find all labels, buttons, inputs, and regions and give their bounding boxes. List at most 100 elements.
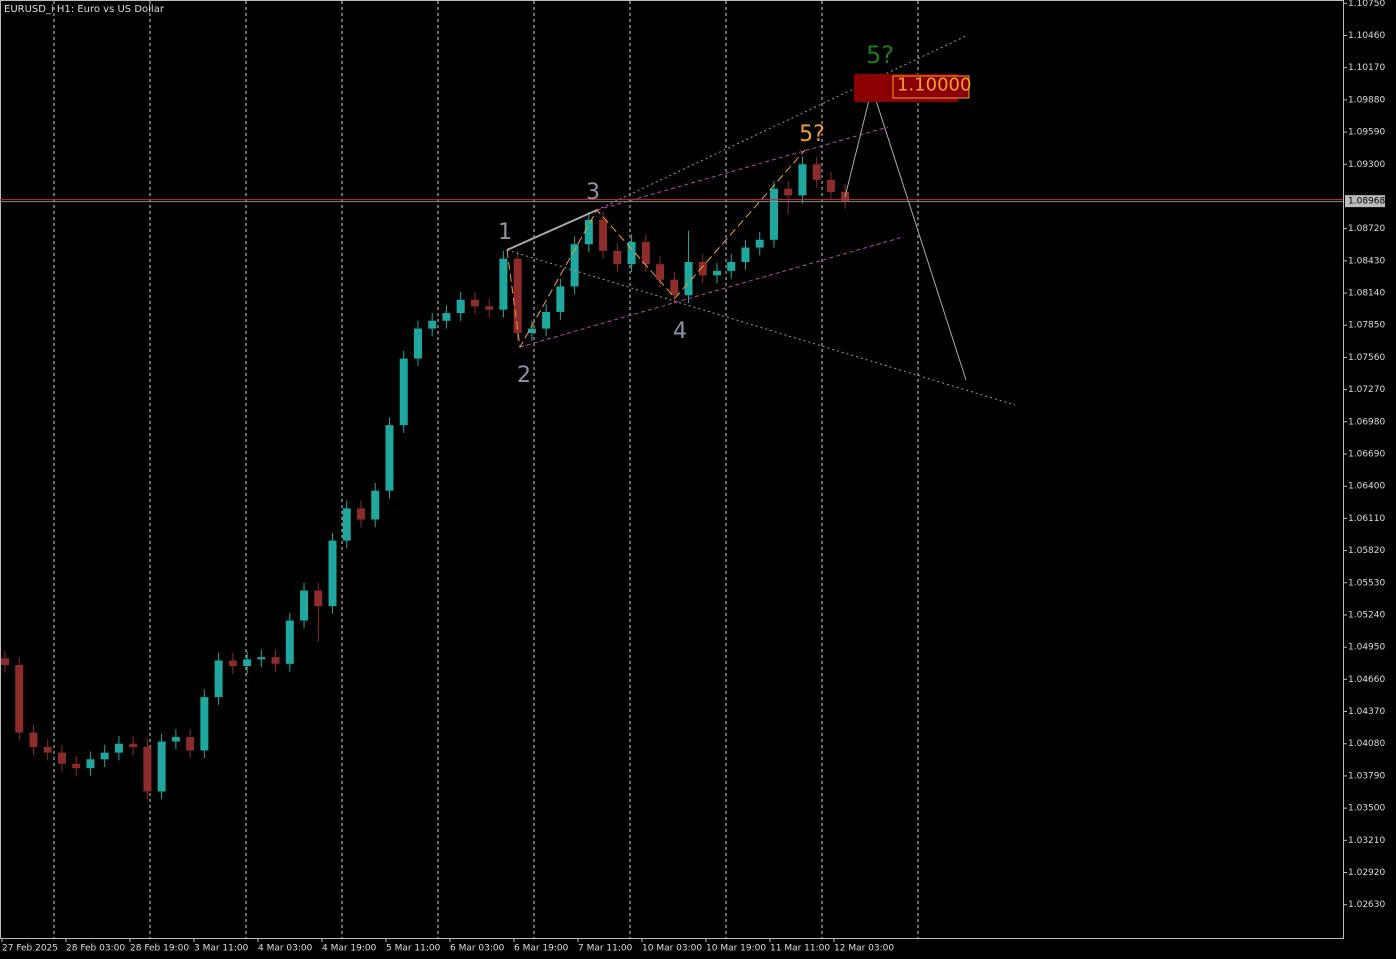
wave-label: 5? <box>866 41 894 69</box>
candle-body <box>328 540 337 607</box>
candle-body <box>357 508 365 520</box>
y-tick-label: 1.06690 <box>1348 450 1385 460</box>
candle-body <box>798 164 807 196</box>
y-tick-label: 1.08140 <box>1348 289 1385 299</box>
candle-body <box>1 658 9 665</box>
candle-body <box>15 664 24 733</box>
y-tick-label: 1.09300 <box>1348 160 1385 170</box>
candle-body <box>228 660 237 667</box>
current-price-label: 1.08968 <box>1348 197 1385 207</box>
candle-body <box>143 747 152 792</box>
y-tick-label: 1.03790 <box>1348 771 1385 781</box>
x-tick-label: 28 Feb 19:00 <box>130 944 189 954</box>
y-tick-label: 1.04950 <box>1348 643 1385 653</box>
y-tick-label: 1.10170 <box>1348 63 1385 73</box>
y-tick-label: 1.05240 <box>1348 610 1385 620</box>
candle-body <box>613 250 622 265</box>
candle-body <box>499 258 508 310</box>
candle-body <box>114 743 123 753</box>
candle-body <box>29 732 38 748</box>
candle-body <box>641 241 650 265</box>
x-tick-label: 11 Mar 11:00 <box>770 944 830 954</box>
candle-body <box>257 657 266 660</box>
candle-body <box>826 179 835 193</box>
y-tick-label: 1.06110 <box>1348 514 1385 524</box>
x-tick-label: 4 Mar 19:00 <box>322 944 377 954</box>
candle-body <box>300 590 309 621</box>
y-tick-label: 1.05530 <box>1348 578 1385 588</box>
wave-label: 2 <box>517 363 531 388</box>
y-tick-label: 1.08720 <box>1348 224 1385 234</box>
candle-body <box>171 737 180 742</box>
candle-body <box>243 659 252 667</box>
x-tick-label: 10 Mar 19:00 <box>706 944 766 954</box>
candle-body <box>86 759 95 769</box>
candle-body <box>428 320 437 329</box>
y-tick-label: 1.02920 <box>1348 868 1385 878</box>
overlay: 1.08968 1.10000 1 2 3 4 5? 5? <box>0 41 1385 388</box>
candle-body <box>513 258 522 334</box>
candle-body <box>784 188 793 196</box>
target-label: 1.10000 <box>897 75 971 96</box>
plot-frame <box>0 0 1344 939</box>
candle-body <box>741 247 750 262</box>
y-tick-label: 1.04660 <box>1348 675 1385 685</box>
candle-body <box>129 743 138 748</box>
candle-body <box>43 747 52 753</box>
wave-label: 4 <box>673 319 687 344</box>
candle-body <box>684 261 693 296</box>
candle-body <box>727 261 736 271</box>
candle-body <box>285 620 294 664</box>
candle-body <box>314 590 323 607</box>
y-tick-label: 1.03210 <box>1348 836 1385 846</box>
x-tick-label: 12 Mar 03:00 <box>834 944 894 954</box>
x-tick-label: 3 Mar 11:00 <box>194 944 249 954</box>
wave-label: 3 <box>586 180 600 205</box>
candle-body <box>271 657 280 664</box>
y-tick-label: 1.10750 <box>1348 0 1385 9</box>
candle-body <box>656 264 665 280</box>
candle-body <box>698 261 707 276</box>
candle-body <box>670 279 679 296</box>
candle-body <box>399 358 408 426</box>
candles <box>1 156 850 800</box>
y-tick-label: 1.05820 <box>1348 546 1385 556</box>
candle-body <box>755 239 764 248</box>
candle-body <box>385 425 394 491</box>
x-tick-label: 7 Mar 11:00 <box>578 944 633 954</box>
y-tick-label: 1.07560 <box>1348 353 1385 363</box>
candle-body <box>157 741 166 792</box>
candle-body <box>527 328 536 334</box>
y-tick-label: 1.06400 <box>1348 482 1385 492</box>
y-tick-label: 1.06980 <box>1348 417 1385 427</box>
candle-body <box>456 299 465 314</box>
y-tick-label: 1.04080 <box>1348 739 1385 749</box>
candle-body <box>57 752 66 764</box>
candle-body <box>627 241 636 265</box>
candle-body <box>485 306 494 310</box>
wave-drawings <box>506 34 1016 406</box>
y-tick-label: 1.03500 <box>1348 804 1385 814</box>
x-tick-label: 27 Feb 2025 <box>2 944 58 954</box>
candle-body <box>186 737 195 751</box>
candle-body <box>584 219 593 245</box>
wave-label: 5? <box>799 122 825 147</box>
candle-body <box>556 286 565 312</box>
y-tick-label: 1.07270 <box>1348 385 1385 395</box>
y-tick-label: 1.10460 <box>1348 31 1385 41</box>
chart-title: EURUSD_i H1: Euro vs US Dollar <box>4 4 165 15</box>
x-tick-label: 6 Mar 03:00 <box>450 944 505 954</box>
candle-body <box>570 244 579 287</box>
candle-body <box>100 752 109 760</box>
wave-label: 1 <box>498 220 512 245</box>
y-tick-label: 1.09880 <box>1348 95 1385 105</box>
x-tick-label: 6 Mar 19:00 <box>514 944 569 954</box>
candle-body <box>72 763 81 769</box>
current-price-box <box>1345 195 1385 208</box>
candle-body <box>342 508 351 541</box>
y-tick-label: 1.08430 <box>1348 256 1385 266</box>
x-tick-label: 28 Feb 03:00 <box>66 944 125 954</box>
y-tick-label: 1.07850 <box>1348 321 1385 331</box>
candle-body <box>200 697 209 751</box>
